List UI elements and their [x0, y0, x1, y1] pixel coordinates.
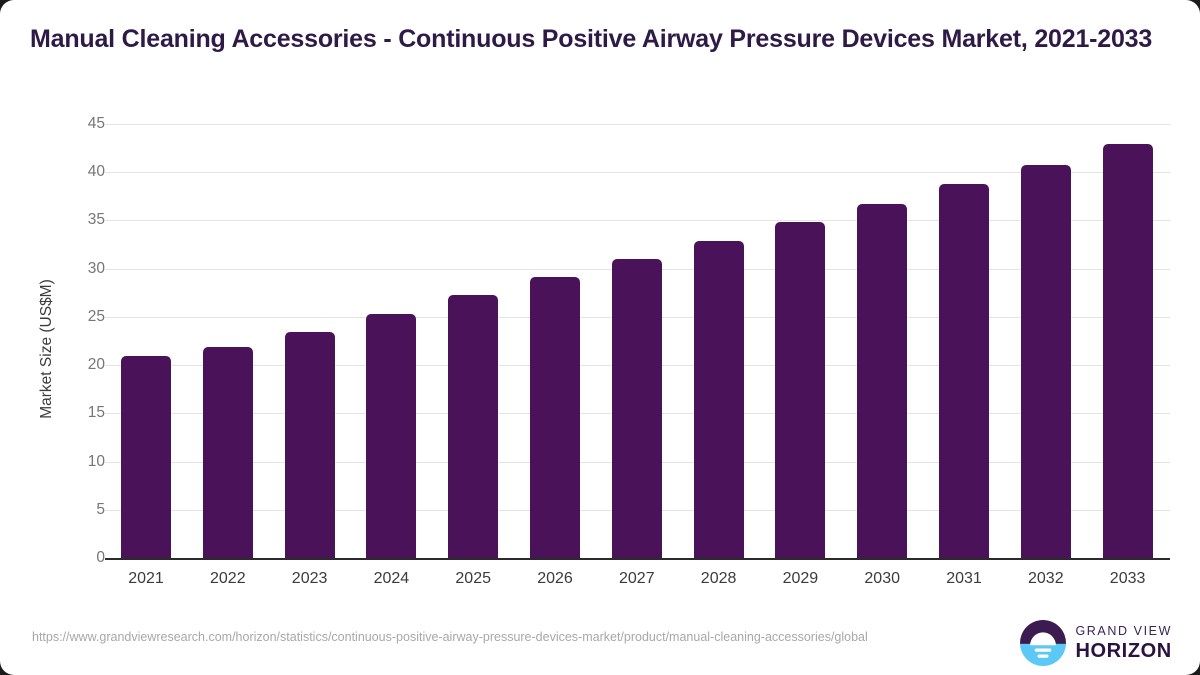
y-axis-tick-label: 30	[87, 259, 105, 277]
x-axis-tick-label: 2029	[782, 570, 819, 587]
bar-2028[interactable]	[693, 240, 744, 558]
brand-logo: GRAND VIEW HORIZON	[1020, 620, 1172, 666]
x-axis-tick-label: 2030	[864, 570, 900, 587]
x-axis-tick-label: 2033	[1109, 570, 1146, 587]
bar-2024[interactable]	[366, 313, 417, 558]
y-axis-tick-label: 35	[87, 211, 105, 229]
logo-line-2: HORIZON	[1075, 639, 1172, 662]
x-axis-tick-label: 2023	[291, 570, 328, 587]
source-url[interactable]: https://www.grandviewresearch.com/horizo…	[32, 630, 868, 644]
x-axis-tick-label: 2021	[128, 570, 164, 587]
bar-2023[interactable]	[284, 332, 335, 558]
x-axis-tick-label: 2027	[619, 570, 655, 587]
gridline	[105, 124, 1170, 125]
x-axis-line	[105, 558, 1170, 560]
horizon-logo-icon	[1020, 620, 1067, 666]
y-axis-tick-label: 0	[96, 549, 105, 566]
x-axis-tick-label: 2028	[700, 570, 737, 587]
bar-2022[interactable]	[202, 346, 253, 558]
x-axis-tick-label: 2031	[946, 570, 982, 587]
y-axis-tick-label: 5	[96, 500, 105, 518]
bar-2021[interactable]	[121, 356, 171, 558]
bar-2030[interactable]	[857, 204, 908, 558]
bar-2032[interactable]	[1020, 164, 1071, 558]
logo-line-1: GRAND VIEW	[1075, 624, 1172, 639]
y-axis-tick-label: 45	[87, 115, 105, 132]
y-axis-tick-label: 10	[87, 452, 105, 470]
page-title: Manual Cleaning Accessories - Continuous…	[30, 25, 1153, 53]
x-axis-tick-label: 2032	[1028, 570, 1064, 587]
y-axis-tick-label: 25	[87, 307, 105, 325]
y-axis-tick-label: 15	[87, 404, 105, 422]
bar-2029[interactable]	[775, 222, 826, 558]
x-axis-tick-label: 2022	[210, 570, 246, 587]
bar-2025[interactable]	[448, 294, 499, 558]
logo-wordmark: GRAND VIEW HORIZON	[1075, 625, 1172, 661]
x-axis-tick-label: 2024	[373, 570, 410, 587]
bar-2031[interactable]	[939, 183, 989, 558]
bar-2027[interactable]	[611, 259, 662, 558]
y-axis-tick-label: 20	[87, 356, 105, 374]
gridline	[105, 172, 1170, 174]
x-axis-tick-label: 2026	[537, 570, 573, 587]
x-axis-tick-label: 2025	[455, 570, 491, 587]
y-axis-tick-label: 40	[87, 163, 105, 181]
gridline	[105, 220, 1170, 222]
bar-2026[interactable]	[530, 277, 580, 558]
bar-2033[interactable]	[1102, 144, 1153, 558]
